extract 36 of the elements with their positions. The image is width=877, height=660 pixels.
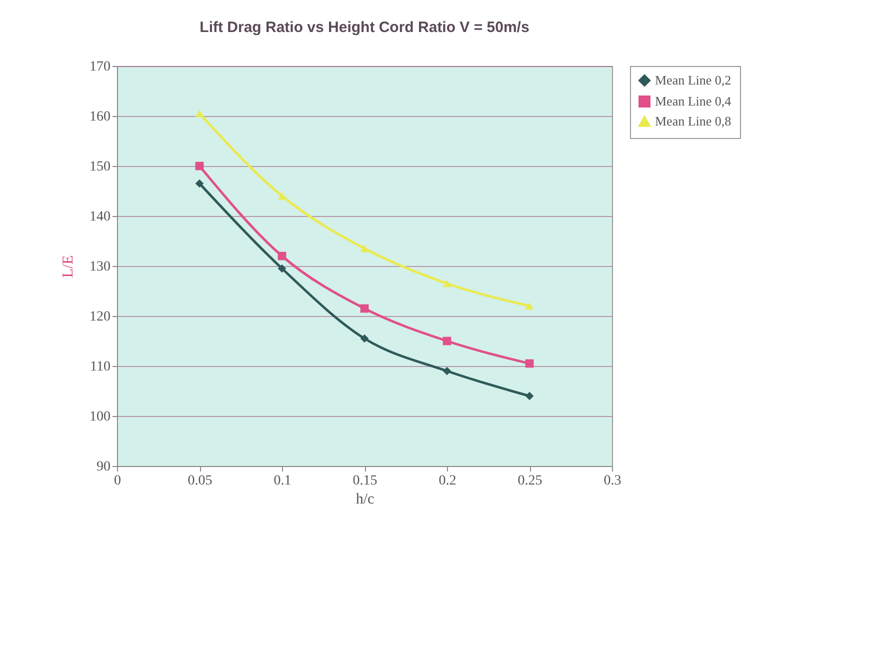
x-tick-label: 0.25: [518, 474, 542, 488]
point: [195, 110, 204, 118]
point: [360, 304, 369, 313]
point: [525, 392, 534, 400]
legend-label: Mean Line 0,2: [655, 72, 732, 88]
point: [278, 252, 286, 260]
x-tick-label: 0.05: [188, 474, 212, 488]
point: [195, 162, 204, 170]
y-tick-label: 160: [90, 110, 110, 124]
point: [442, 336, 452, 346]
y-axis-title: L/E: [60, 255, 76, 278]
y-tick-label: 170: [90, 60, 110, 74]
x-tick-label: 0: [114, 474, 121, 488]
point: [525, 302, 534, 310]
point: [360, 244, 369, 252]
chart-title: Lift Drag Ratio vs Height Cord Ratio V = 50m/s: [200, 19, 530, 36]
legend-label: Mean Line 0,4: [655, 94, 732, 108]
x-tick-label: 0.1: [274, 474, 292, 488]
point: [360, 334, 369, 343]
y-tick-label: 150: [90, 160, 110, 174]
x-tick-label: 0.2: [438, 474, 456, 488]
y-tick-label: 120: [90, 310, 110, 324]
point: [525, 359, 534, 368]
point: [278, 264, 286, 273]
y-tick-label: 140: [90, 210, 110, 224]
y-tick-label: 90: [96, 460, 110, 474]
y-tick-label: 130: [90, 260, 110, 274]
x-tick-label: 0.15: [352, 474, 378, 488]
point: [442, 280, 452, 288]
point: [195, 179, 204, 188]
y-tick-label: 110: [90, 360, 110, 374]
legend-label: Mean Line 0,8: [655, 114, 732, 128]
x-axis-title: h/c: [356, 492, 375, 508]
point: [442, 366, 452, 376]
y-tick-label: 100: [90, 410, 110, 424]
x-tick-label: 0.3: [604, 474, 622, 488]
